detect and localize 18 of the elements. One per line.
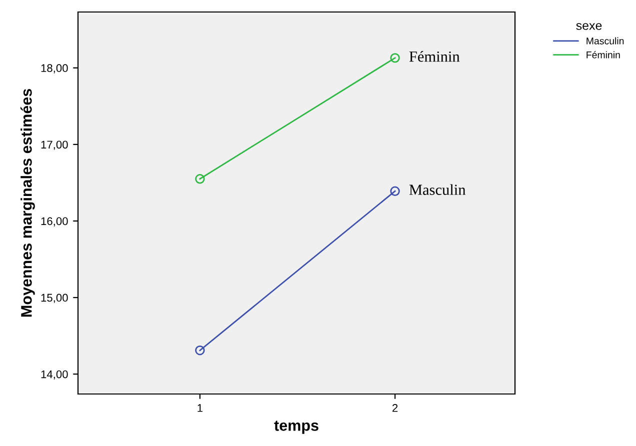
x-tick-label: 1 bbox=[198, 404, 202, 412]
legend-label: Masculin bbox=[586, 37, 624, 44]
y-tick-label: 17,00 bbox=[41, 140, 68, 150]
y-tick-label: 18,00 bbox=[41, 64, 68, 74]
y-tick-label: 14,00 bbox=[41, 370, 68, 380]
annotation: Masculin bbox=[409, 184, 466, 195]
legend-label: Féminin bbox=[586, 51, 620, 58]
point bbox=[195, 174, 205, 184]
point bbox=[390, 186, 400, 196]
annotation: Féminin bbox=[409, 50, 460, 62]
y-tick-label: 15,00 bbox=[41, 294, 68, 303]
y-tick-label: 16,00 bbox=[41, 217, 68, 226]
x-axis-title: temps bbox=[274, 420, 318, 434]
y-axis-title: Moyennes marginales estimées bbox=[20, 88, 35, 317]
point bbox=[390, 53, 400, 63]
point bbox=[195, 346, 205, 356]
legend-title: sexe bbox=[576, 23, 602, 30]
x-tick-label: 2 bbox=[392, 404, 398, 412]
